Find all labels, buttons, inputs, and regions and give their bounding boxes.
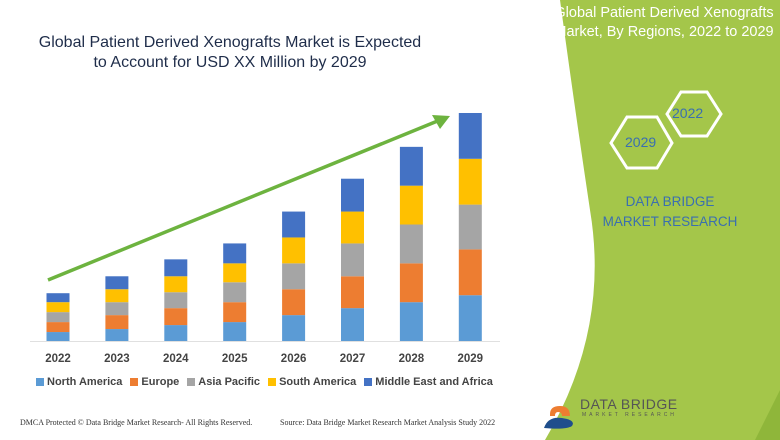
bar-segment-2025-south-america bbox=[223, 263, 247, 283]
trend-arrow-head bbox=[432, 115, 450, 129]
footer-source: Source: Data Bridge Market Research Mark… bbox=[280, 418, 496, 427]
bar-segment-2023-asia-pacific bbox=[105, 302, 129, 316]
bar-segment-2026-europe bbox=[282, 289, 306, 316]
bar-segment-2029-middle-east-and-africa bbox=[458, 112, 482, 159]
bar-segment-2028-europe bbox=[399, 263, 423, 303]
hexagon-2029 bbox=[609, 115, 674, 170]
legend-item: Europe bbox=[130, 376, 179, 388]
bar-segment-2029-europe bbox=[458, 249, 482, 296]
side-panel-title: Global Patient Derived Xenografts Market… bbox=[554, 5, 774, 40]
x-tick-label: 2028 bbox=[399, 353, 425, 365]
bar-segment-2028-asia-pacific bbox=[399, 224, 423, 264]
bar-segment-2025-north-america bbox=[223, 322, 247, 341]
bar-segment-2027-middle-east-and-africa bbox=[341, 178, 364, 212]
bar-segment-2022-europe bbox=[46, 322, 70, 333]
legend-swatch bbox=[130, 378, 139, 386]
legend-label: North America bbox=[47, 376, 123, 388]
legend-item: North America bbox=[36, 376, 122, 388]
legend-label: Middle East and Africa bbox=[375, 376, 493, 388]
bar-segment-2024-asia-pacific bbox=[164, 292, 188, 309]
x-tick-label: 2023 bbox=[104, 353, 130, 365]
bar-segment-2024-north-america bbox=[164, 325, 188, 341]
legend-item: Middle East and Africa bbox=[364, 376, 493, 388]
bar-segment-2027-north-america bbox=[341, 308, 364, 341]
bar-segment-2022-asia-pacific bbox=[46, 312, 70, 323]
bar-segment-2027-europe bbox=[341, 276, 364, 309]
x-tick-label: 2022 bbox=[45, 353, 71, 365]
bar-segment-2027-south-america bbox=[341, 211, 364, 244]
bar-segment-2025-middle-east-and-africa bbox=[223, 243, 247, 264]
legend-swatch bbox=[364, 378, 373, 386]
legend-swatch bbox=[36, 378, 44, 386]
bar-segment-2028-north-america bbox=[399, 302, 423, 341]
bar-segment-2022-north-america bbox=[46, 332, 70, 341]
bar-segment-2023-europe bbox=[105, 315, 129, 330]
trend-arrow-line bbox=[47, 118, 441, 282]
x-tick-label: 2024 bbox=[163, 353, 189, 365]
x-tick-label: 2029 bbox=[458, 353, 484, 365]
bar-segment-2027-asia-pacific bbox=[341, 243, 364, 277]
bar-segment-2026-middle-east-and-africa bbox=[282, 211, 306, 238]
x-tick-label: 2027 bbox=[340, 353, 366, 365]
logo-subtitle: MARKET RESEARCH bbox=[582, 412, 677, 418]
legend-item: Asia Pacific bbox=[187, 376, 260, 388]
bar-segment-2022-middle-east-and-africa bbox=[46, 293, 70, 303]
bar-segment-2029-north-america bbox=[458, 295, 482, 341]
bar-segment-2023-north-america bbox=[105, 329, 129, 341]
hex-label-2029: 2029 bbox=[625, 134, 657, 150]
logo-name: DATA BRIDGE bbox=[580, 396, 678, 412]
bar-segment-2028-middle-east-and-africa bbox=[399, 146, 423, 186]
bar-segment-2024-europe bbox=[164, 308, 188, 326]
legend-swatch bbox=[268, 378, 277, 386]
bar-segment-2025-asia-pacific bbox=[223, 282, 247, 303]
bar-segment-2022-south-america bbox=[46, 302, 70, 313]
bar-segment-2026-asia-pacific bbox=[282, 263, 306, 290]
chart-area: 2022 2023 2024 2025 2026 2027 2028 2029 bbox=[30, 112, 500, 365]
bar-segment-2028-south-america bbox=[399, 185, 423, 225]
bar-segment-2029-south-america bbox=[458, 158, 482, 205]
footer-copyright: DMCA Protected © Data Bridge Market Rese… bbox=[20, 418, 253, 427]
corner-shape bbox=[755, 390, 780, 440]
bar-segment-2024-middle-east-and-africa bbox=[164, 259, 188, 277]
legend-label: South America bbox=[279, 376, 357, 388]
hexagon-2022 bbox=[665, 90, 723, 138]
bar-segment-2024-south-america bbox=[164, 276, 188, 293]
bar-segment-2026-north-america bbox=[282, 315, 306, 341]
side-panel-shape bbox=[545, 0, 780, 440]
legend-label: Europe bbox=[141, 376, 180, 388]
x-tick-label: 2025 bbox=[222, 353, 248, 365]
chart-title: Global Patient Derived Xenografts Market… bbox=[38, 34, 422, 71]
legend-swatch bbox=[187, 378, 196, 386]
bar-segment-2023-south-america bbox=[105, 289, 129, 303]
legend: North America Europe Asia Pacific South Ame… bbox=[36, 376, 493, 388]
bar-segment-2026-south-america bbox=[282, 237, 306, 264]
legend-item: South America bbox=[268, 376, 356, 388]
legend-label: Asia Pacific bbox=[198, 376, 261, 388]
hex-label-2022: 2022 bbox=[672, 105, 704, 121]
x-tick-label: 2026 bbox=[281, 353, 307, 365]
brand-text: DATA BRIDGE MARKET RESEARCH bbox=[602, 194, 738, 229]
bar-segment-2029-asia-pacific bbox=[458, 204, 482, 250]
bar-segment-2025-europe bbox=[223, 302, 247, 323]
bar-segment-2023-middle-east-and-africa bbox=[105, 276, 129, 290]
logo-icon bbox=[544, 394, 573, 429]
